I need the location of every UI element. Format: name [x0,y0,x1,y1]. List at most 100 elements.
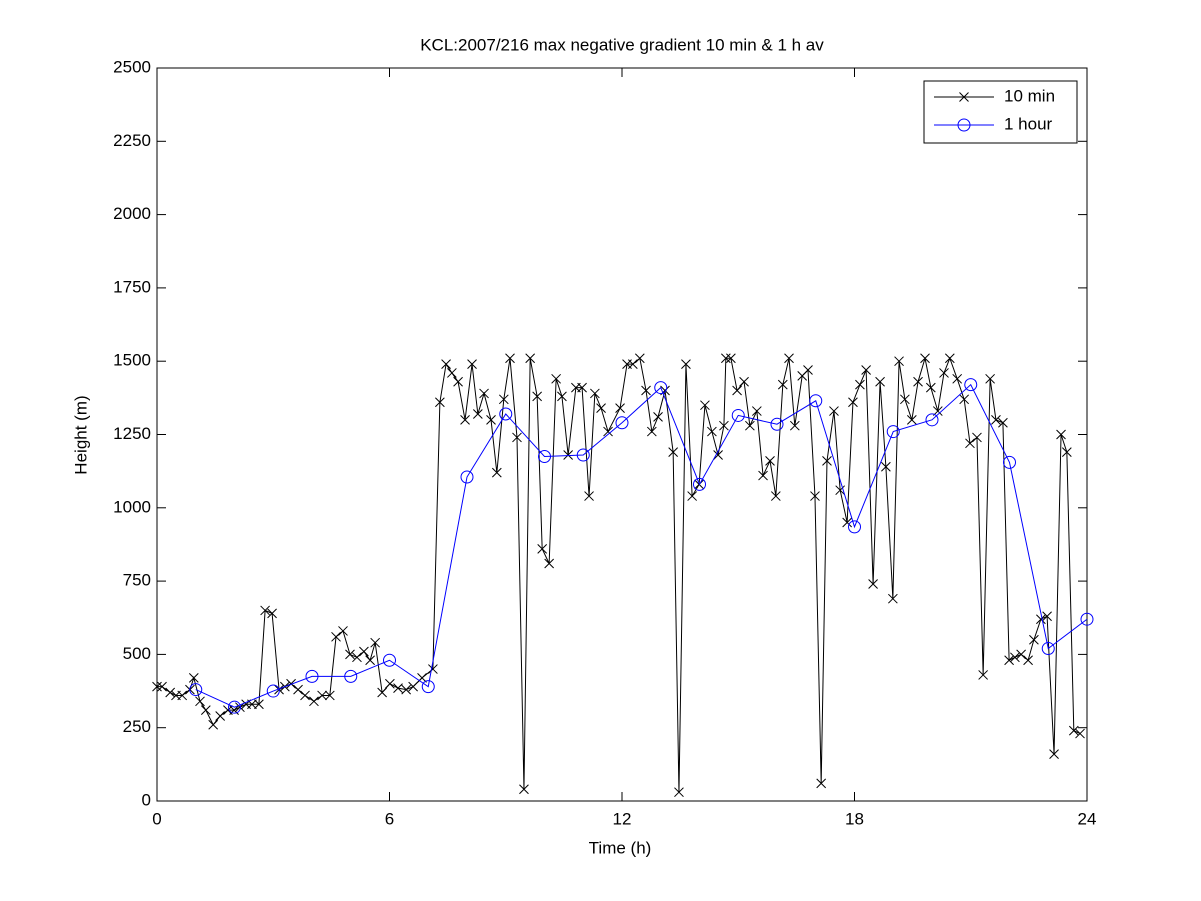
data-point [453,376,463,387]
data-point [1004,655,1014,666]
data-point [855,379,865,390]
data-point [998,417,1008,428]
data-point [972,432,982,443]
data-point [421,680,435,694]
legend-label: 10 min [1004,86,1055,105]
chart-title: KCL:2007/216 max negative gradient 10 mi… [420,35,824,54]
data-point [401,684,412,695]
data-point [888,593,898,604]
data-point [707,426,717,437]
data-point [894,356,904,367]
data-point [1010,652,1020,663]
data-point [532,391,542,402]
data-point [745,420,755,431]
data-point [228,700,241,714]
data-point [188,673,199,683]
data-point [1068,725,1079,736]
data-point [505,353,515,364]
data-point [842,517,852,528]
y-tick-label: 1000 [113,497,151,516]
data-point [739,376,749,387]
data-point [195,696,205,707]
data-point [810,491,820,501]
data-point [393,683,403,693]
data-point [770,491,781,501]
data-point [654,381,668,395]
data-point [152,681,162,692]
data-point [596,403,606,413]
data-point [1041,642,1055,656]
data-point [615,403,625,413]
data-point [1023,655,1033,666]
y-axis-label: Height (m) [71,395,90,474]
data-point [544,558,555,569]
data-point [991,414,1001,425]
data-point [499,407,513,421]
data-point [952,373,963,384]
data-point [498,394,509,405]
x-tick-label: 12 [613,809,632,828]
data-point [584,491,594,501]
data-point [512,432,522,443]
data-point [1049,749,1059,759]
data-point [472,409,483,419]
data-point [868,579,878,589]
data-point [687,491,697,501]
data-point [519,784,529,795]
data-point [641,385,651,396]
data-point [286,678,296,689]
legend-label: 1 hour [1004,114,1053,133]
data-point [1080,612,1094,626]
data-point [681,359,691,369]
data-point [359,646,369,657]
data-point [324,690,335,701]
data-point [577,382,587,393]
data-point [784,353,794,364]
data-point [441,359,451,369]
y-tick-label: 1750 [113,277,151,296]
data-point [861,365,871,375]
data-point [208,719,219,730]
data-point [646,426,657,437]
data-point [365,655,375,666]
data-point [189,683,203,697]
data-point [293,684,303,695]
data-point [886,425,900,439]
data-point [338,626,348,636]
data-point [906,414,917,425]
data-point [254,699,264,710]
y-tick-label: 500 [123,644,151,663]
data-point [385,678,395,689]
data-point [1061,447,1072,457]
x-tick-label: 24 [1078,809,1097,828]
y-tick-label: 2000 [113,204,151,223]
data-point [959,394,970,405]
y-tick-label: 1500 [113,351,151,370]
data-point [260,605,270,616]
data-point [576,448,590,462]
data-point [848,397,858,408]
data-point [300,690,310,701]
data-point [939,368,949,378]
data-point [713,450,723,460]
data-point [985,373,995,384]
data-point [627,359,638,369]
y-tick-label: 2500 [113,57,151,76]
data-point [634,353,645,364]
data-point [157,681,167,692]
data-point [881,461,891,472]
data-point [557,391,567,402]
data-point [563,450,573,460]
data-point [964,378,978,392]
data-point [177,690,188,701]
data-point [777,379,788,390]
data-point [551,373,561,384]
data-point [447,368,457,378]
data-point [428,664,438,674]
x-tick-label: 18 [845,809,864,828]
legend-marker [959,92,969,102]
data-point [875,376,885,387]
data-point [1029,634,1039,645]
data-point [317,690,327,701]
